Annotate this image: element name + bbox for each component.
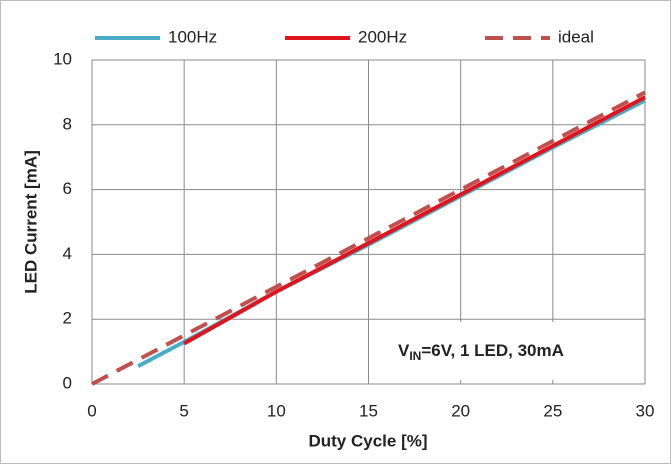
y-tick-label: 10 (53, 49, 72, 68)
x-tick-label: 15 (359, 401, 378, 420)
x-axis-label: Duty Cycle [%] (308, 431, 427, 450)
annotation-box (385, 322, 643, 380)
x-tick-label: 0 (87, 401, 96, 420)
y-tick-label: 0 (63, 373, 72, 392)
x-tick-label: 10 (267, 401, 286, 420)
annotation: VIN=6V, 1 LED, 30mA (398, 341, 564, 363)
y-tick-label: 6 (63, 179, 72, 198)
annotation-part: IN (409, 349, 421, 363)
x-tick-label: 30 (636, 401, 655, 420)
x-tick-label: 5 (179, 401, 188, 420)
legend-label: 100Hz (168, 27, 217, 46)
y-tick-label: 8 (63, 114, 72, 133)
series-line (183, 95, 646, 346)
y-axis-label: LED Current [mA] (21, 150, 40, 294)
annotation-part: =6V, 1 LED, 30mA (421, 341, 564, 360)
series-line (91, 90, 646, 386)
x-tick-label: 25 (543, 401, 562, 420)
y-tick-label: 2 (63, 309, 72, 328)
annotation-part: V (398, 341, 410, 360)
y-tick-label: 4 (63, 244, 72, 263)
legend-label: 200Hz (358, 27, 407, 46)
x-tick-label: 20 (451, 401, 470, 420)
legend-label: ideal (558, 27, 594, 46)
